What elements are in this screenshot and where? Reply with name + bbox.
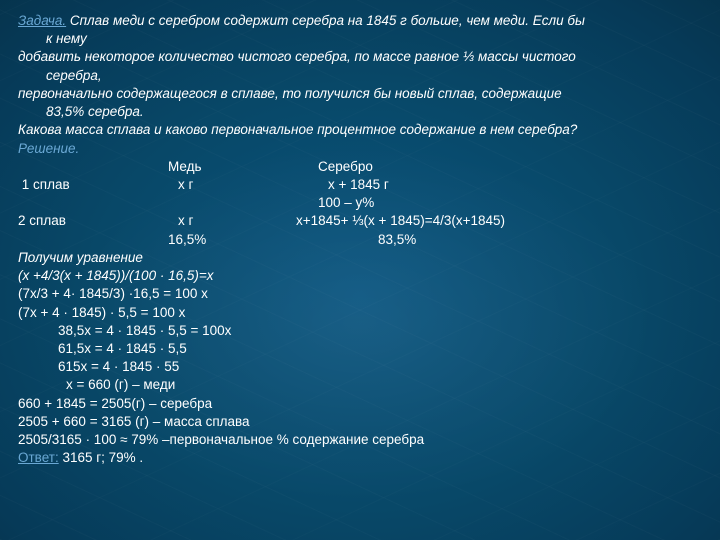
- solution-label: Решение.: [18, 140, 702, 158]
- eq6: 615х = 4 · 1845 · 55: [18, 358, 702, 376]
- row2b-copper: 16,5%: [168, 231, 378, 249]
- eq9: 2505 + 660 = 3165 (г) – масса сплава: [18, 413, 702, 431]
- task-text-3: первоначально содержащегося в сплаве, то…: [18, 85, 702, 103]
- col-silver: Серебро: [318, 159, 373, 174]
- eq10: 2505/3165 · 100 ≈ 79% –первоначальное % …: [18, 431, 702, 449]
- task-label: Задача.: [18, 13, 66, 28]
- table-row-1b: 100 – у%: [18, 194, 702, 212]
- task-line-1: Задача. Сплав меди с серебром содержит с…: [18, 12, 702, 30]
- eq8: 660 + 1845 = 2505(г) – серебра: [18, 395, 702, 413]
- task-text-2b: серебра,: [18, 67, 702, 85]
- col-copper: Медь: [168, 158, 318, 176]
- table-header: МедьСеребро: [18, 158, 702, 176]
- task-text-1: Сплав меди с серебром содержит серебра н…: [70, 13, 585, 28]
- eq3: (7х + 4 · 1845) · 5,5 = 100 х: [18, 304, 702, 322]
- eq7: х = 660 (г) – меди: [18, 376, 702, 394]
- eq4: 38,5х = 4 · 1845 · 5,5 = 100х: [18, 322, 702, 340]
- eq1: (х +4/3(х + 1845))/(100 · 16,5)=х: [18, 267, 702, 285]
- table-row-2b: 16,5%83,5%: [18, 231, 702, 249]
- eq2: (7х/3 + 4· 1845/3) ·16,5 = 100 х: [18, 285, 702, 303]
- answer-line: Ответ: 3165 г; 79% .: [18, 449, 702, 467]
- row1-label: 1 сплав: [18, 176, 168, 194]
- eq-title: Получим уравнение: [18, 249, 702, 267]
- task-text-1b: к нему: [18, 30, 702, 48]
- row2-silver: х+1845+ ⅓(х + 1845)=4/3(х+1845): [296, 213, 505, 228]
- row1-copper: х г: [168, 176, 328, 194]
- answer-label: Ответ:: [18, 450, 59, 465]
- task-text-3b: 83,5% серебра.: [18, 103, 702, 121]
- row1-silver: х + 1845 г: [328, 177, 389, 192]
- row2b-silver: 83,5%: [378, 232, 416, 247]
- task-text-2: добавить некоторое количество чистого се…: [18, 48, 702, 66]
- answer-text: 3165 г; 79% .: [59, 450, 143, 465]
- table-row-2: 2 сплавх гх+1845+ ⅓(х + 1845)=4/3(х+1845…: [18, 212, 702, 230]
- row2-label: 2 сплав: [18, 212, 168, 230]
- table-row-1: 1 сплавх гх + 1845 г: [18, 176, 702, 194]
- row1b-silver: 100 – у%: [318, 195, 374, 210]
- slide-content: Задача. Сплав меди с серебром содержит с…: [0, 0, 720, 479]
- row2-copper: х г: [168, 212, 296, 230]
- task-text-4: Какова масса сплава и каково первоначаль…: [18, 121, 702, 139]
- eq5: 61,5х = 4 · 1845 · 5,5: [18, 340, 702, 358]
